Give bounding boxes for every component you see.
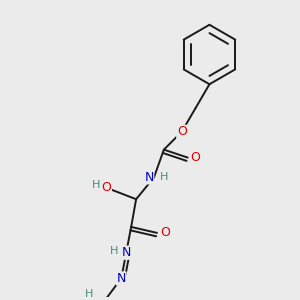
- Text: O: O: [101, 181, 111, 194]
- Text: N: N: [144, 171, 154, 184]
- Text: O: O: [177, 125, 187, 138]
- Text: H: H: [85, 289, 94, 299]
- Text: H: H: [110, 246, 118, 256]
- Text: N: N: [117, 272, 126, 285]
- Text: H: H: [160, 172, 168, 182]
- Text: N: N: [122, 246, 131, 259]
- Text: O: O: [160, 226, 170, 239]
- Text: H: H: [92, 180, 101, 190]
- Text: O: O: [191, 151, 200, 164]
